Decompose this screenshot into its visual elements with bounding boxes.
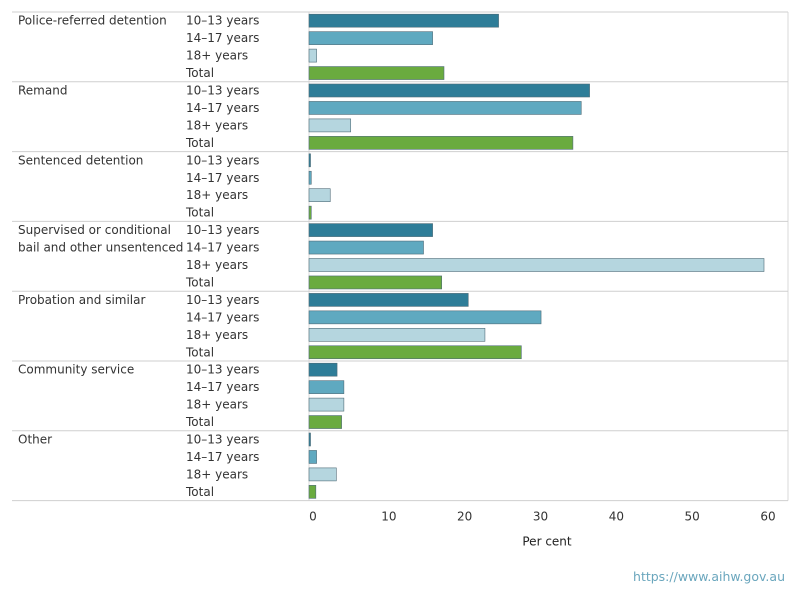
bar-probation-and-similar-18-years (308, 327, 486, 342)
row-label: 10–13 years (186, 153, 259, 167)
bar-probation-and-similar-total (308, 345, 522, 360)
group-label-police-referred-detention: Police-referred detention (18, 14, 167, 28)
group-label-supervised-or-conditional-bail-and-other-unsentenced: bail and other unsentenced (18, 241, 183, 255)
bar-remand-total (308, 136, 574, 150)
row-label: 10–13 years (186, 14, 259, 28)
row-label: 10–13 years (186, 223, 259, 237)
row-label: 18+ years (186, 467, 248, 481)
bar-sentenced-detention-total (308, 205, 312, 220)
bar-police-referred-detention-10-13-years (308, 13, 499, 28)
x-tick-label: 40 (609, 510, 624, 524)
row-label: 18+ years (186, 188, 248, 202)
row-label: 18+ years (186, 118, 248, 132)
row-label: Total (185, 485, 214, 499)
x-tick-label: 20 (457, 510, 472, 524)
bar-community-service-10-13-years (308, 362, 338, 377)
bar-community-service-total (308, 415, 342, 429)
group-label-community-service: Community service (18, 363, 134, 377)
bar-police-referred-detention-14-17-years (308, 31, 433, 45)
row-label: Total (185, 345, 214, 359)
bar-sentenced-detention-14-17-years (308, 170, 312, 185)
row-label: 14–17 years (186, 101, 259, 115)
x-tick-label: 10 (381, 510, 396, 524)
row-label: Total (185, 415, 214, 429)
row-label: Total (185, 66, 214, 80)
row-label: Total (185, 275, 214, 289)
group-label-supervised-or-conditional-bail-and-other-unsentenced: Supervised or conditional (18, 223, 171, 237)
bar-remand-14-17-years (308, 101, 582, 115)
bar-other-14-17-years (308, 450, 317, 464)
row-label: 10–13 years (186, 363, 259, 377)
bar-community-service-14-17-years (308, 380, 345, 394)
row-label: 10–13 years (186, 293, 259, 307)
bar-probation-and-similar-10-13-years (308, 293, 469, 307)
bar-other-total (308, 485, 317, 499)
row-label: 10–13 years (186, 84, 259, 98)
row-label: 18+ years (186, 398, 248, 412)
bar-supervised-or-conditional-bail-and-other-unsentenced-14-17-years (308, 240, 424, 255)
group-label-other: Other (18, 433, 52, 447)
x-axis-title: Per cent (522, 535, 572, 549)
row-label: Total (185, 136, 214, 150)
bar-other-18-years (308, 467, 337, 482)
bar-probation-and-similar-14-17-years (308, 310, 542, 325)
bar-remand-18-years (308, 118, 352, 133)
row-label: 14–17 years (186, 380, 259, 394)
group-label-sentenced-detention: Sentenced detention (18, 153, 143, 167)
row-label: 14–17 years (186, 241, 259, 255)
bar-remand-10-13-years (308, 83, 590, 98)
source-link[interactable]: https://www.aihw.gov.au (633, 569, 785, 584)
row-label: 14–17 years (186, 171, 259, 185)
bar-police-referred-detention-18-years (308, 48, 317, 63)
x-tick-label: 50 (685, 510, 700, 524)
row-label: 14–17 years (186, 31, 259, 45)
row-label: 18+ years (186, 49, 248, 63)
row-label: 18+ years (186, 328, 248, 342)
bar-supervised-or-conditional-bail-and-other-unsentenced-18-years (308, 258, 765, 272)
bar-other-10-13-years (308, 432, 311, 447)
bar-community-service-18-years (308, 397, 345, 412)
group-label-remand: Remand (18, 84, 67, 98)
x-tick-label: 60 (760, 510, 775, 524)
group-label-probation-and-similar: Probation and similar (18, 293, 145, 307)
bar-supervised-or-conditional-bail-and-other-unsentenced-10-13-years (308, 223, 433, 237)
row-label: 18+ years (186, 258, 248, 272)
row-label: Total (185, 206, 214, 220)
row-label: 14–17 years (186, 310, 259, 324)
bar-supervised-or-conditional-bail-and-other-unsentenced-total (308, 275, 443, 290)
row-label: 14–17 years (186, 450, 259, 464)
x-tick-label: 30 (533, 510, 548, 524)
bar-sentenced-detention-18-years (308, 188, 331, 202)
row-label: 10–13 years (186, 433, 259, 447)
bar-sentenced-detention-10-13-years (308, 153, 311, 168)
x-tick-label: 0 (309, 510, 317, 524)
bar-police-referred-detention-total (308, 66, 445, 80)
